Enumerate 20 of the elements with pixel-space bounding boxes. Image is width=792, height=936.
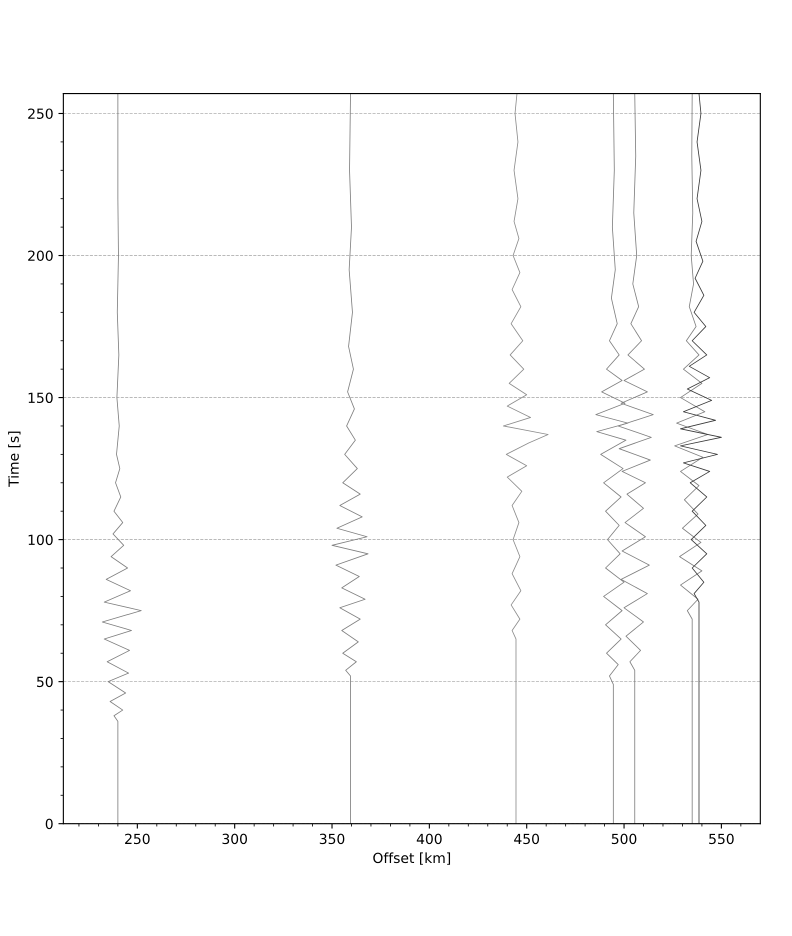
x-axis-title: Offset [km] bbox=[373, 852, 450, 865]
line-series bbox=[680, 94, 722, 824]
y-tick-label: 250 bbox=[28, 108, 53, 119]
x-tick-label: 250 bbox=[125, 834, 150, 844]
y-tick-label: 0 bbox=[46, 818, 53, 830]
x-tick-label: 550 bbox=[709, 834, 734, 844]
y-tick-label: 100 bbox=[28, 534, 53, 546]
y-tick-label: 150 bbox=[28, 392, 53, 404]
y-tick-label: 50 bbox=[37, 676, 53, 688]
x-tick-label: 450 bbox=[514, 834, 540, 844]
line-series bbox=[332, 94, 368, 824]
x-tick-label: 500 bbox=[612, 834, 636, 844]
y-tick-label: 200 bbox=[28, 250, 53, 261]
x-tick-label: 300 bbox=[222, 834, 248, 844]
line-series bbox=[674, 94, 708, 824]
y-axis-title: Time [s] bbox=[8, 432, 21, 487]
line-series bbox=[102, 94, 142, 824]
x-tick-label: 400 bbox=[416, 834, 442, 844]
x-tick-label: 350 bbox=[320, 834, 344, 844]
line-series bbox=[502, 94, 549, 824]
